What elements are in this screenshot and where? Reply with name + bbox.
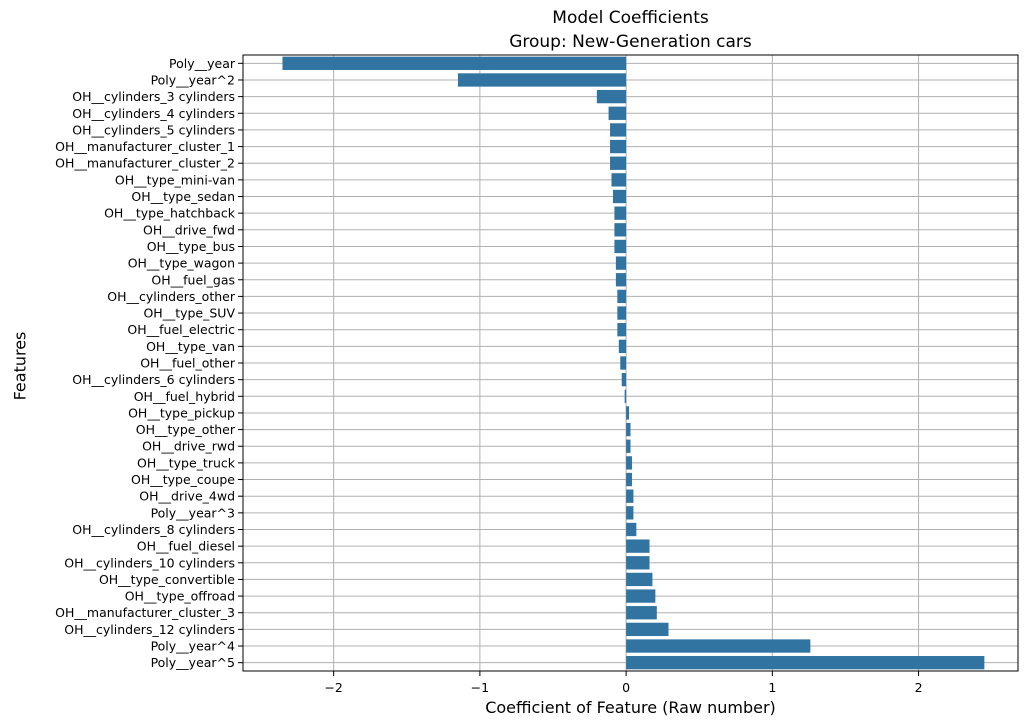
x-tick-label: −1 (471, 680, 489, 695)
y-tick-label: OH__fuel_other (140, 356, 236, 371)
y-tick-label: OH__fuel_electric (127, 322, 235, 337)
y-tick-label: OH__type_hatchback (104, 206, 236, 221)
chart-title: Model Coefficients (552, 8, 709, 28)
y-tick-label: OH__type_wagon (128, 256, 235, 271)
bar (626, 439, 631, 453)
bar (626, 556, 650, 570)
bar (611, 173, 627, 187)
bar (626, 572, 653, 587)
bar (612, 189, 627, 204)
bar (618, 339, 627, 354)
bar (614, 239, 627, 254)
y-tick-label: OH__drive_rwd (142, 439, 235, 454)
bar (617, 323, 627, 337)
bar (620, 356, 627, 370)
bar (457, 73, 627, 87)
y-tick-label: OH__type_mini-van (115, 172, 235, 187)
y-tick-label: OH__cylinders_12 cylinders (64, 622, 235, 637)
bar (615, 273, 627, 287)
y-tick-label: OH__type_sedan (131, 189, 235, 204)
y-tick-label: OH__type_bus (147, 239, 235, 254)
bar (610, 139, 627, 154)
y-tick-label: OH__type_SUV (143, 306, 235, 321)
x-axis-label: Coefficient of Feature (Raw number) (485, 698, 776, 717)
y-axis-label: Features (10, 331, 30, 401)
y-tick-label: OH__cylinders_3 cylinders (72, 89, 235, 104)
y-tick-label: OH__manufacturer_cluster_3 (55, 605, 235, 620)
bar (626, 622, 669, 637)
x-axis: −2 −1 0 1 2 (324, 671, 923, 695)
y-tick-label: OH__drive_fwd (143, 222, 235, 237)
bar (624, 389, 627, 403)
y-tick-label: Poly__year (169, 56, 236, 71)
y-tick-label: OH__cylinders_10 cylinders (64, 555, 235, 570)
x-tick-label: −2 (324, 680, 342, 695)
y-tick-label: OH__fuel_gas (151, 272, 235, 287)
y-tick-label: OH__cylinders_8 cylinders (72, 522, 235, 537)
x-tick-label: 1 (768, 680, 776, 695)
bar (614, 206, 627, 220)
y-tick-label: OH__type_offroad (125, 589, 235, 604)
y-tick-label: OH__cylinders_other (107, 289, 236, 304)
bar (626, 522, 637, 537)
bar (626, 539, 650, 553)
bar (626, 422, 631, 437)
bar (617, 306, 627, 320)
bar (626, 472, 632, 487)
y-tick-label: OH__type_truck (137, 455, 236, 470)
bars (282, 56, 985, 670)
bar (282, 56, 627, 70)
y-tick-label: OH__type_coupe (131, 472, 235, 487)
bar (626, 489, 634, 503)
y-tick-label: Poly__year^2 (151, 72, 235, 87)
y-tick-label: OH__cylinders_5 cylinders (72, 122, 235, 137)
y-tick-label: OH__type_van (146, 339, 235, 354)
bar (610, 156, 627, 170)
y-tick-label: OH__fuel_diesel (137, 539, 235, 554)
y-tick-label: OH__cylinders_4 cylinders (72, 106, 235, 121)
x-tick-label: 2 (915, 680, 923, 695)
bar (615, 256, 627, 270)
bar (626, 656, 985, 670)
bar (626, 589, 656, 603)
y-tick-label: OH__type_convertible (99, 572, 235, 587)
bar (626, 456, 632, 470)
bar (596, 89, 627, 104)
y-tick-label: Poly__year^5 (151, 655, 235, 670)
bar (626, 606, 657, 620)
bar (626, 406, 630, 420)
y-tick-label: OH__drive_4wd (139, 489, 235, 504)
bar (610, 123, 627, 137)
x-tick-label: 0 (622, 680, 630, 695)
chart-subtitle: Group: New-Generation cars (509, 32, 752, 52)
y-tick-label: OH__manufacturer_cluster_2 (55, 156, 235, 171)
y-tick-label: Poly__year^4 (151, 639, 235, 654)
y-tick-label: OH__cylinders_6 cylinders (72, 372, 235, 387)
y-tick-label: Poly__year^3 (151, 505, 235, 520)
y-tick-label: OH__manufacturer_cluster_1 (55, 139, 235, 154)
bar (621, 372, 627, 387)
bar (617, 289, 627, 304)
bar (614, 223, 627, 237)
bar (626, 639, 811, 653)
y-tick-label: OH__fuel_hybrid (134, 389, 235, 404)
y-tick-label: OH__type_other (136, 422, 236, 437)
bar (626, 506, 634, 520)
bar (608, 106, 627, 120)
y-tick-label: OH__type_pickup (128, 405, 235, 420)
